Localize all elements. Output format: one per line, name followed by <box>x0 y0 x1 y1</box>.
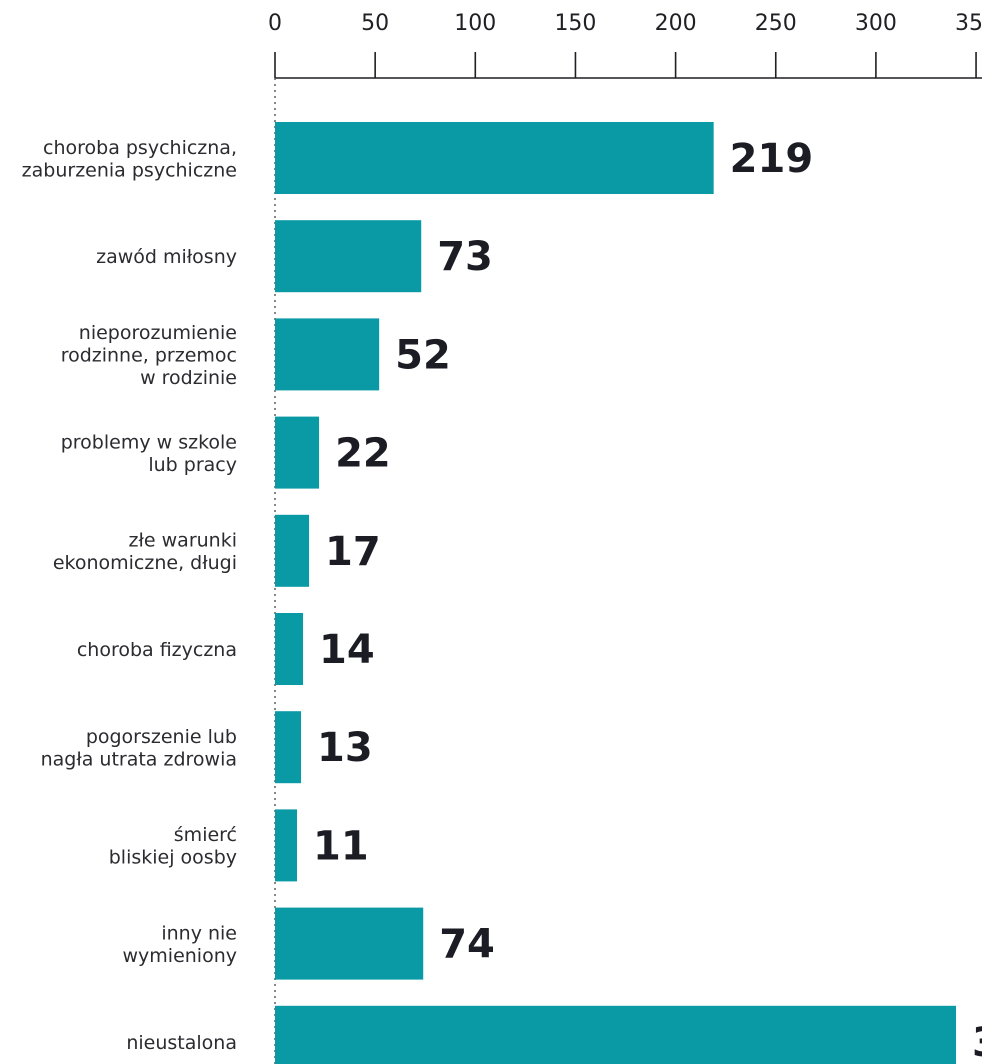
bar-value-label: 17 <box>325 529 381 575</box>
bar <box>275 318 380 391</box>
category-label: choroba fizyczna <box>77 639 237 661</box>
bar-value-label: 14 <box>319 627 375 673</box>
category-label: pogorszenie lub nagła utrata zdrowia <box>41 726 237 771</box>
x-tick-label: 0 <box>268 11 282 36</box>
category-label: problemy w szkole lub pracy <box>61 431 237 476</box>
x-tick-label: 200 <box>655 11 697 36</box>
bar <box>275 907 424 980</box>
bar-value-label: 74 <box>439 922 495 968</box>
bar-value-label: 13 <box>317 725 373 771</box>
category-label: śmierć bliskiej oosby <box>109 824 237 869</box>
bar <box>275 711 302 784</box>
x-tick-label: 50 <box>361 11 389 36</box>
category-label: inny nie wymieniony <box>123 922 238 967</box>
bar-value-label: 22 <box>335 431 391 477</box>
bars <box>275 122 957 1064</box>
x-tick-label: 250 <box>755 11 797 36</box>
category-label: złe warunki ekonomiczne, długi <box>53 530 237 575</box>
bar <box>275 122 714 194</box>
x-tick-label: 100 <box>454 11 496 36</box>
bar-value-label: 73 <box>437 234 493 280</box>
bar <box>275 220 422 293</box>
category-label: nieporozumienie rodzinne, przemoc w rodzin… <box>61 322 237 389</box>
bar <box>275 613 304 685</box>
bar <box>275 1005 957 1064</box>
category-labels: choroba psychiczna, zaburzenia psychiczne… <box>22 137 237 1054</box>
bar-value-label: 340 <box>972 1020 982 1064</box>
bar-value-label: 11 <box>313 823 369 869</box>
bar <box>275 514 310 587</box>
category-label: choroba psychiczna, zaburzenia psychiczne <box>22 137 237 182</box>
x-tick-label: 150 <box>554 11 596 36</box>
x-tick-label: 300 <box>855 11 897 36</box>
bar-value-label: 52 <box>395 332 451 378</box>
value-labels: 219 73 52 22 17 14 13 11 74 340 <box>313 136 982 1064</box>
bar <box>275 416 320 489</box>
bar <box>275 809 298 882</box>
category-label: nieustalona <box>126 1032 237 1054</box>
category-label: zawód miłosny <box>96 246 237 268</box>
x-tick-label: 350 <box>955 11 982 36</box>
bar-value-label: 219 <box>730 136 814 182</box>
